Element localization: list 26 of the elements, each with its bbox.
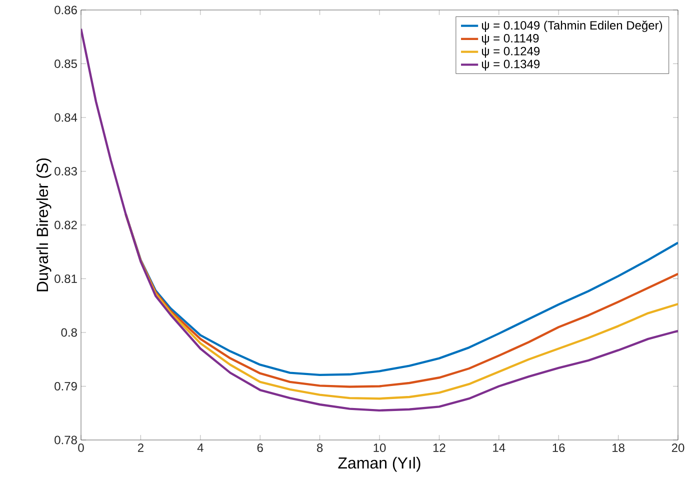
y-tick-label: 0.83	[54, 167, 77, 176]
y-tick-label: 0.8	[61, 328, 77, 337]
x-tick-label: 8	[316, 444, 323, 452]
x-tick-label: 10	[374, 444, 386, 452]
y-axis-title: Duyarlı Bireyler (S)	[36, 158, 52, 292]
x-tick-label: 16	[552, 444, 565, 452]
x-tick-label: 2	[138, 444, 144, 452]
y-tick-label: 0.81	[54, 274, 77, 283]
y-tick-label: 0.84	[54, 113, 78, 122]
y-tick-label: 0.78	[54, 436, 77, 444]
x-tick-label: 4	[197, 444, 204, 452]
y-tick-label: 0.82	[54, 220, 77, 230]
y-tick-label: 0.86	[54, 6, 77, 14]
x-tick-label: 6	[257, 444, 263, 452]
legend-label: ψ = 0.1149	[482, 34, 539, 45]
legend-label: ψ = 0.1249	[482, 46, 540, 58]
legend-label: ψ = 0.1349	[482, 60, 540, 71]
y-tick-label: 0.79	[54, 382, 77, 390]
x-tick-label: 12	[433, 444, 446, 452]
x-tick-label: 14	[493, 444, 506, 452]
y-tick-label: 0.85	[54, 60, 77, 68]
legend-label: ψ = 0.1049 (Tahmin Edilen Değer)	[482, 20, 662, 32]
x-tick-label: 20	[672, 444, 684, 452]
x-axis-title: Zaman (Yıl)	[338, 456, 420, 472]
x-tick-label: 0	[78, 444, 84, 452]
x-tick-label: 18	[612, 444, 624, 452]
